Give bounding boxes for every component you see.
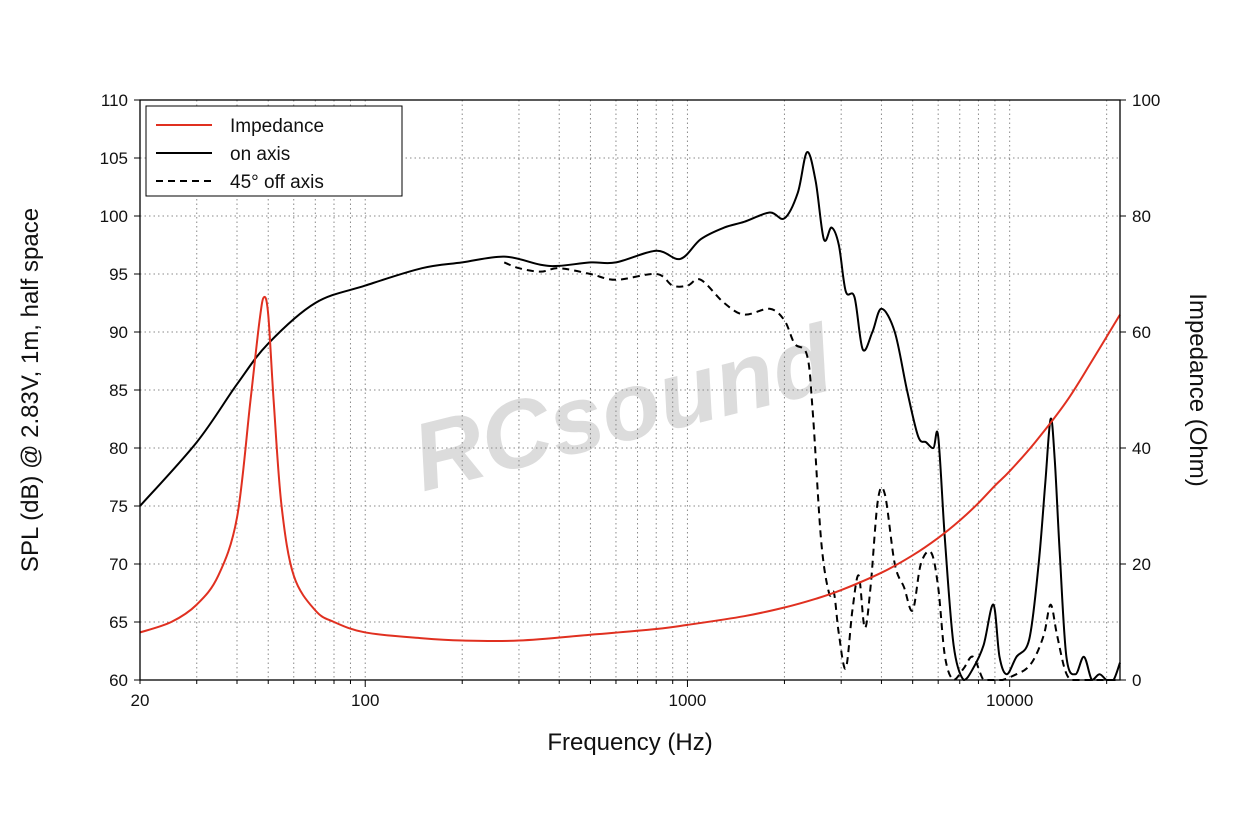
- y-tick-label: 80: [109, 439, 128, 458]
- series-line-45-off-axis: [503, 261, 1120, 681]
- x-axis-title: Frequency (Hz): [547, 729, 712, 756]
- y2-tick-label: 40: [1132, 439, 1151, 458]
- y-axis-left-ticks: 60 65 70 75 80 85 90 95 100 105 110: [100, 91, 140, 690]
- series-line-impedance: [139, 295, 1121, 643]
- y-tick-label: 85: [109, 381, 128, 400]
- y2-tick-label: 60: [1132, 323, 1151, 342]
- y-tick-label: 75: [109, 497, 128, 516]
- y2-tick-label: 20: [1132, 555, 1151, 574]
- series-layer: [139, 151, 1121, 681]
- y-axis-right-ticks: 0 20 40 60 80 100: [1120, 91, 1160, 690]
- x-axis-ticks: 20 100 1000 10000: [131, 680, 1108, 710]
- y-tick-label: 95: [109, 265, 128, 284]
- y-tick-label: 65: [109, 613, 128, 632]
- x-tick-label: 100: [351, 691, 379, 710]
- y-axis-right-title: Impedance (Ohm): [1184, 293, 1211, 486]
- y-tick-label: 90: [109, 323, 128, 342]
- legend-label-impedance: Impedance: [230, 116, 324, 137]
- y2-tick-label: 80: [1132, 207, 1151, 226]
- series-line-on-axis: [139, 151, 1121, 681]
- y-tick-label: 100: [100, 207, 128, 226]
- y-tick-label: 70: [109, 555, 128, 574]
- y-axis-left-title: SPL (dB) @ 2.83V, 1m, half space: [17, 208, 44, 572]
- legend-box: [145, 105, 403, 197]
- y-tick-label: 105: [100, 149, 128, 168]
- x-tick-label: 1000: [669, 691, 707, 710]
- legend-label-on-axis: on axis: [230, 144, 290, 165]
- x-tick-label: 20: [131, 691, 150, 710]
- legend-label-45-off-axis: 45° off axis: [230, 172, 324, 193]
- y2-tick-label: 0: [1132, 671, 1141, 690]
- y-tick-label: 60: [109, 671, 128, 690]
- x-tick-label: 10000: [986, 691, 1033, 710]
- y2-tick-label: 100: [1132, 91, 1160, 110]
- legend: Impedance on axis 45° off axis: [145, 105, 403, 197]
- y-tick-label: 110: [101, 91, 128, 110]
